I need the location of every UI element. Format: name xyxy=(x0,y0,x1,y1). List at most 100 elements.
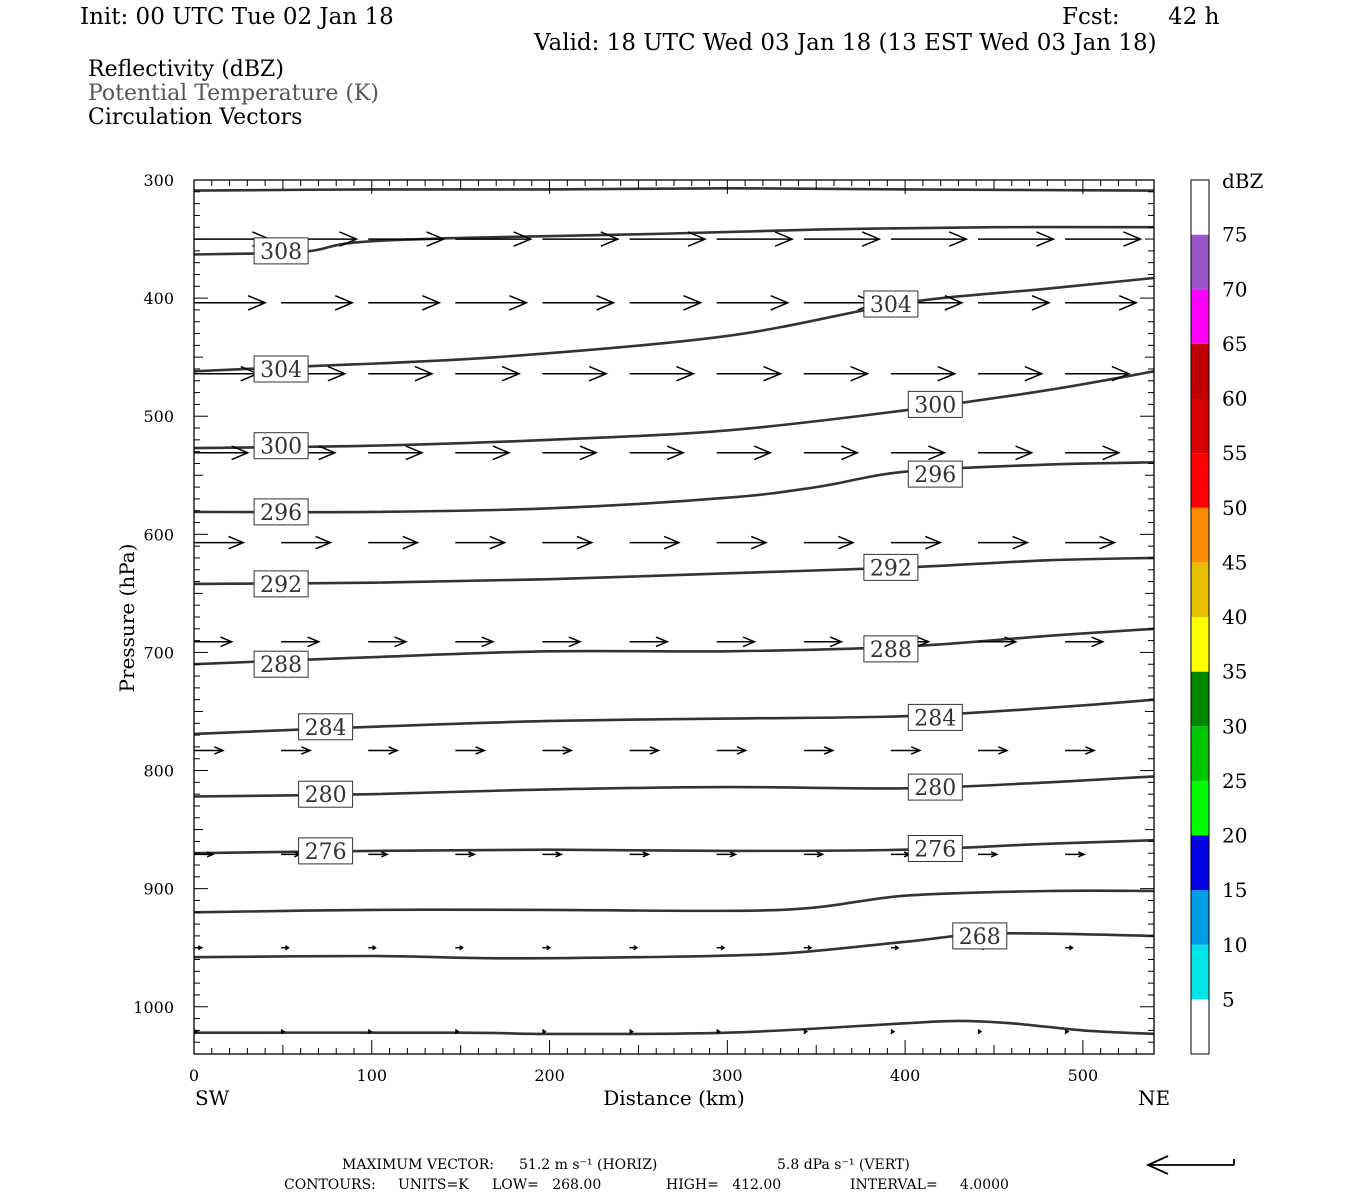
colorbar-title: dBZ xyxy=(1222,169,1264,193)
contour-label: 304 xyxy=(863,290,919,318)
circulation-vector xyxy=(542,231,620,247)
colorbar-level-label: 45 xyxy=(1222,550,1247,574)
theta-contour-284 xyxy=(194,698,1154,736)
contour-label: 280 xyxy=(907,773,963,801)
theta-contour-288 xyxy=(194,627,1154,666)
circulation-vector xyxy=(890,231,969,247)
circulation-vector xyxy=(890,851,912,858)
contour-label: 268 xyxy=(952,922,1008,950)
circulation-vector xyxy=(368,535,420,550)
circulation-vector xyxy=(978,851,999,858)
y-tick-label: 800 xyxy=(143,762,174,781)
y-tick-label: 500 xyxy=(143,407,174,426)
circulation-vector xyxy=(803,945,813,951)
x-right-label: NE xyxy=(1138,1086,1170,1110)
circulation-vector xyxy=(542,945,552,951)
circulation-vector xyxy=(455,851,477,858)
circulation-vector xyxy=(455,365,522,382)
svg-text:284: 284 xyxy=(914,706,956,731)
circulation-vector xyxy=(368,445,424,461)
x-tick-label: 200 xyxy=(534,1066,565,1085)
circulation-vector xyxy=(629,746,661,755)
circulation-vector xyxy=(368,636,408,648)
circulation-vector xyxy=(803,851,825,858)
circulation-vector xyxy=(1064,1028,1070,1035)
colorbar-level-label: 40 xyxy=(1222,605,1247,629)
circulation-vector xyxy=(629,445,686,461)
init-time: Init: 00 UTC Tue 02 Jan 18 xyxy=(80,4,394,30)
circulation-vector xyxy=(978,535,1030,550)
circulation-vector xyxy=(629,295,703,311)
circulation-vector xyxy=(890,365,957,382)
theta-contour-276 xyxy=(194,838,1154,855)
circulation-vector xyxy=(803,445,860,461)
colorbar-level-label: 15 xyxy=(1222,878,1247,902)
circulation-vector xyxy=(194,746,225,755)
circulation-vector xyxy=(1065,746,1097,755)
circulation-vector xyxy=(716,1028,721,1035)
x-tick-label: 500 xyxy=(1068,1066,1099,1085)
circulation-vector xyxy=(1065,295,1139,311)
y-tick-label: 300 xyxy=(143,171,174,190)
circulation-vector xyxy=(716,445,773,461)
forecast-hour: 42 h xyxy=(1168,4,1220,30)
colorbar-level-label: 60 xyxy=(1222,387,1247,411)
svg-text:292: 292 xyxy=(870,556,912,581)
circulation-vector xyxy=(368,945,377,951)
x-tick-label: 300 xyxy=(712,1066,743,1085)
colorbar-swatch xyxy=(1191,890,1209,945)
circulation-vector xyxy=(542,445,599,461)
colorbar-level-label: 55 xyxy=(1222,441,1247,465)
colorbar-level-label: 10 xyxy=(1222,933,1247,957)
svg-text:288: 288 xyxy=(260,653,302,678)
contour-labels: 308 304 300 296 292 288 284 280 276 304 300 296 292 2… xyxy=(253,237,1008,950)
colorbar-swatch xyxy=(1191,835,1209,891)
colorbar-level-label: 35 xyxy=(1222,660,1247,684)
circulation-vector xyxy=(194,851,215,858)
circulation-vector xyxy=(542,636,583,648)
circulation-vector xyxy=(629,231,707,247)
svg-text:300: 300 xyxy=(914,393,956,418)
circulation-vector xyxy=(890,535,943,550)
x-axis-label: Distance (km) xyxy=(603,1086,745,1110)
y-tick-label: 400 xyxy=(143,289,174,308)
theta-contour-308 xyxy=(194,225,1154,256)
circulation-vector xyxy=(1065,231,1143,247)
y-tick-label: 1000 xyxy=(133,998,174,1017)
circulation-vector xyxy=(542,851,564,858)
svg-text:280: 280 xyxy=(305,783,347,808)
theta-contour-316 xyxy=(194,186,1154,192)
circulation-vector xyxy=(803,365,870,382)
plot-frame xyxy=(193,179,1155,1055)
colorbar-swatch xyxy=(1191,398,1209,454)
contour-label: 284 xyxy=(298,713,354,741)
circulation-vector xyxy=(629,535,681,550)
circulation-vector xyxy=(890,746,922,755)
theta-contour-280 xyxy=(194,775,1154,798)
circulation-vector xyxy=(978,365,1044,382)
colorbar-swatch xyxy=(1191,234,1209,290)
circulation-vector xyxy=(541,1028,547,1035)
reference-vector-arrow xyxy=(1145,1155,1235,1175)
circulation-vector xyxy=(1065,636,1105,648)
theta-contour-300 xyxy=(194,370,1154,450)
y-axis-label: Pressure (hPa) xyxy=(115,544,139,693)
circulation-vector xyxy=(890,945,900,951)
colorbar-level-label: 65 xyxy=(1222,332,1247,356)
circulation-vector xyxy=(542,535,594,550)
theta-contour-264 xyxy=(194,1019,1154,1036)
circulation-vector xyxy=(890,1028,896,1035)
circulation-vector xyxy=(368,295,442,311)
svg-text:276: 276 xyxy=(914,838,956,863)
circulation-vector xyxy=(978,295,1051,311)
contour-label: 304 xyxy=(253,355,309,383)
contour-label: 288 xyxy=(863,635,919,663)
theta-contour-268 xyxy=(194,931,1154,960)
contour-label: 292 xyxy=(253,570,309,598)
legend-potential-temperature: Potential Temperature (K) xyxy=(88,81,379,106)
colorbar-level-label: 5 xyxy=(1222,987,1235,1011)
theta-contour-296 xyxy=(194,461,1154,514)
contour-label: 300 xyxy=(253,432,309,460)
colorbar-level-label: 30 xyxy=(1222,714,1247,738)
circulation-vector xyxy=(629,636,670,648)
